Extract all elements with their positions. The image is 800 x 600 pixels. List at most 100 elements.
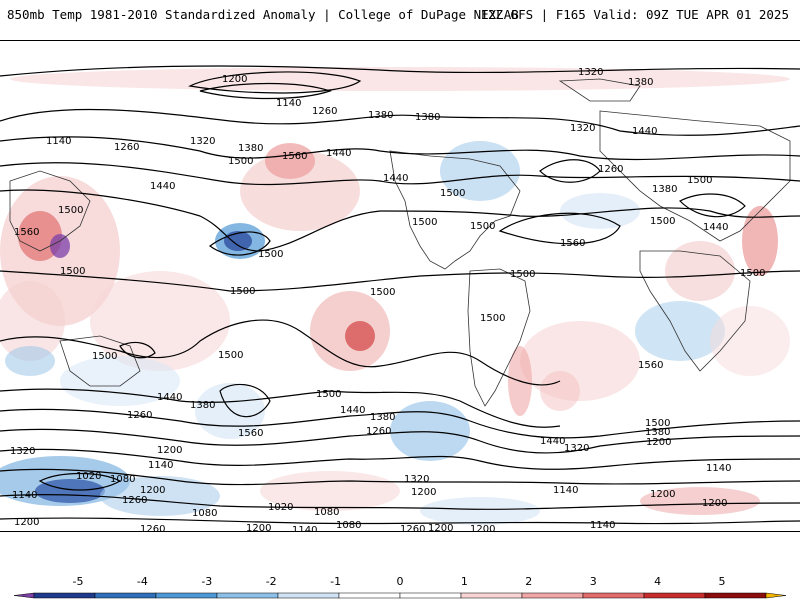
colorbar-tick-label: -3 bbox=[201, 575, 212, 588]
contour-label: 1200 bbox=[646, 437, 671, 448]
contour-label: 1140 bbox=[148, 460, 173, 471]
contour-label: 1080 bbox=[110, 474, 135, 485]
colorbar-segment bbox=[460, 592, 523, 599]
contour-label: 1560 bbox=[560, 238, 585, 249]
contour-label: 1380 bbox=[368, 110, 393, 121]
contour-label: 1140 bbox=[12, 490, 37, 501]
contour-label: 1500 bbox=[510, 269, 535, 280]
contour-label: 1200 bbox=[157, 445, 182, 456]
contour-label: 1200 bbox=[428, 523, 453, 532]
left-title: 850mb Temp 1981-2010 Standardized Anomal… bbox=[7, 7, 519, 22]
contour-label: 1320 bbox=[564, 443, 589, 454]
contour-label: 1500 bbox=[92, 351, 117, 362]
height-contours bbox=[0, 65, 800, 525]
contour-label: 1200 bbox=[246, 523, 271, 532]
contour-label: 1500 bbox=[60, 266, 85, 277]
contour-label: 1440 bbox=[157, 392, 182, 403]
contour-label: 1140 bbox=[276, 98, 301, 109]
contour-label: 1440 bbox=[540, 436, 565, 447]
contour-label: 1380 bbox=[415, 112, 440, 123]
colorbar-segment bbox=[338, 592, 401, 599]
contour-label: 1080 bbox=[192, 508, 217, 519]
contour-label: 1560 bbox=[14, 227, 39, 238]
contour-label: 1440 bbox=[383, 173, 408, 184]
colorbar-tick-label: 0 bbox=[397, 575, 404, 588]
colorbar-segment bbox=[277, 592, 340, 599]
colorbar-segment bbox=[94, 592, 157, 599]
coastlines bbox=[9, 78, 791, 407]
contour-label: 1260 bbox=[312, 106, 337, 117]
contour-label: 1440 bbox=[703, 222, 728, 233]
contour-label: 1500 bbox=[650, 216, 675, 227]
contour-label: 1500 bbox=[470, 221, 495, 232]
contour-label: 1500 bbox=[58, 205, 83, 216]
colorbar-segment bbox=[765, 592, 787, 599]
contour-label: 1140 bbox=[553, 485, 578, 496]
contour-label: 1200 bbox=[650, 489, 675, 500]
contour-label: 1560 bbox=[238, 428, 263, 439]
contour-label: 1500 bbox=[687, 175, 712, 186]
colorbar-tick-label: -4 bbox=[137, 575, 148, 588]
right-title: 12Z GFS | F165 Valid: 09Z TUE APR 01 202… bbox=[480, 7, 789, 22]
contour-label: 1020 bbox=[268, 502, 293, 513]
colorbar-segment bbox=[216, 592, 279, 599]
colorbar-tick-label: 5 bbox=[719, 575, 726, 588]
contour-label: 1500 bbox=[316, 389, 341, 400]
colorbar-segments bbox=[13, 592, 787, 599]
contour-label: 1260 bbox=[140, 524, 165, 532]
contour-label: 1260 bbox=[598, 164, 623, 175]
colorbar-tick-label: 2 bbox=[525, 575, 532, 588]
contour-label: 1560 bbox=[282, 151, 307, 162]
colorbar-segment bbox=[33, 592, 96, 599]
contour-label: 1140 bbox=[706, 463, 731, 474]
contour-label: 1440 bbox=[340, 405, 365, 416]
colorbar-tick-label: 1 bbox=[461, 575, 468, 588]
contour-label: 1080 bbox=[314, 507, 339, 518]
contour-labels: 1200 1140 1260 1320 1380 1380 1380 1260 … bbox=[10, 67, 765, 532]
contour-label: 1260 bbox=[127, 410, 152, 421]
colorbar-tick-label: 4 bbox=[654, 575, 661, 588]
contour-label: 1440 bbox=[632, 126, 657, 137]
contour-label: 1500 bbox=[218, 350, 243, 361]
colorbar-segment bbox=[582, 592, 645, 599]
contour-label: 1380 bbox=[190, 400, 215, 411]
contour-label: 1500 bbox=[412, 217, 437, 228]
contour-label: 1320 bbox=[190, 136, 215, 147]
contour-label: 1500 bbox=[228, 156, 253, 167]
contour-label: 1380 bbox=[652, 184, 677, 195]
contour-label: 1500 bbox=[258, 249, 283, 260]
contour-label: 1500 bbox=[645, 418, 670, 429]
contour-label: 1320 bbox=[578, 67, 603, 78]
contour-label: 1200 bbox=[702, 498, 727, 509]
contour-label: 1440 bbox=[326, 148, 351, 159]
contour-label: 1260 bbox=[114, 142, 139, 153]
colorbar-segment bbox=[643, 592, 706, 599]
contour-label: 1380 bbox=[628, 77, 653, 88]
anomaly-shading bbox=[0, 67, 790, 525]
contour-label: 1500 bbox=[740, 268, 765, 279]
colorbar-tick-label: -5 bbox=[73, 575, 84, 588]
contour-label: 1140 bbox=[292, 525, 317, 532]
contour-label: 1380 bbox=[370, 412, 395, 423]
contour-label: 1260 bbox=[122, 495, 147, 506]
colorbar-segment bbox=[521, 592, 584, 599]
contour-label: 1500 bbox=[440, 188, 465, 199]
anomaly-map: 1200 1140 1260 1320 1380 1380 1380 1260 … bbox=[0, 40, 800, 532]
colorbar-tick-label: -1 bbox=[330, 575, 341, 588]
contour-label: 1200 bbox=[222, 74, 247, 85]
contour-label: 1200 bbox=[140, 485, 165, 496]
colorbar-ticks: -5 -4 -3 -2 -1 0 1 2 3 4 5 bbox=[73, 575, 726, 588]
contour-label: 1200 bbox=[14, 517, 39, 528]
colorbar-tick-label: -2 bbox=[266, 575, 277, 588]
contour-label: 1260 bbox=[366, 426, 391, 437]
colorbar-segment bbox=[399, 592, 462, 599]
contour-label: 1440 bbox=[150, 181, 175, 192]
contour-label: 1320 bbox=[10, 446, 35, 457]
contour-label: 1560 bbox=[638, 360, 663, 371]
contour-label: 1080 bbox=[336, 520, 361, 531]
contour-label: 1500 bbox=[230, 286, 255, 297]
contour-label: 1020 bbox=[76, 471, 101, 482]
contour-label: 1140 bbox=[46, 136, 71, 147]
colorbar-segment bbox=[704, 592, 767, 599]
contour-label: 1500 bbox=[480, 313, 505, 324]
